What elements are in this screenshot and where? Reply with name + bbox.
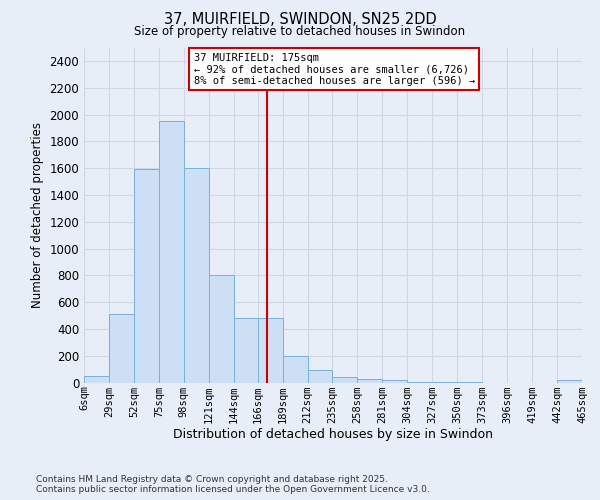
Bar bbox=[332, 377, 358, 382]
Bar bbox=[159, 121, 184, 382]
Bar bbox=[209, 276, 234, 382]
Bar bbox=[257, 318, 283, 382]
Bar bbox=[557, 380, 582, 382]
Y-axis label: Number of detached properties: Number of detached properties bbox=[31, 122, 44, 308]
Bar bbox=[134, 170, 159, 382]
Bar bbox=[382, 380, 407, 382]
X-axis label: Distribution of detached houses by size in Swindon: Distribution of detached houses by size … bbox=[173, 428, 493, 442]
Bar bbox=[283, 356, 308, 382]
Bar bbox=[308, 370, 332, 382]
Text: Contains HM Land Registry data © Crown copyright and database right 2025.
Contai: Contains HM Land Registry data © Crown c… bbox=[36, 474, 430, 494]
Text: 37, MUIRFIELD, SWINDON, SN25 2DD: 37, MUIRFIELD, SWINDON, SN25 2DD bbox=[164, 12, 436, 26]
Bar bbox=[84, 376, 109, 382]
Bar bbox=[234, 318, 259, 382]
Text: 37 MUIRFIELD: 175sqm
← 92% of detached houses are smaller (6,726)
8% of semi-det: 37 MUIRFIELD: 175sqm ← 92% of detached h… bbox=[194, 52, 475, 86]
Text: Size of property relative to detached houses in Swindon: Size of property relative to detached ho… bbox=[134, 25, 466, 38]
Bar bbox=[358, 379, 382, 382]
Bar bbox=[184, 168, 209, 382]
Bar bbox=[109, 314, 134, 382]
